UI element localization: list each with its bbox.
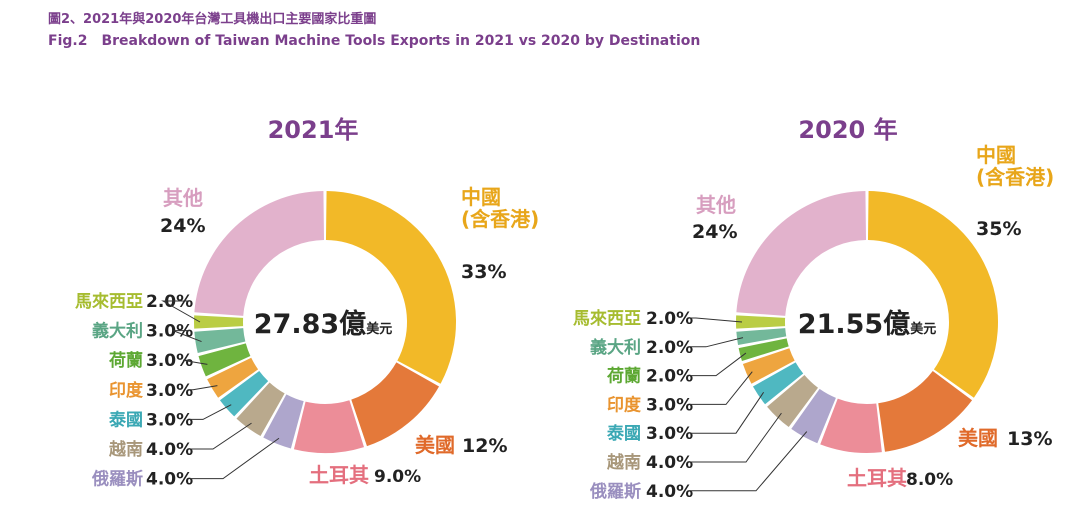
slice-義大利 <box>194 328 246 354</box>
leader-line-俄羅斯 <box>190 437 280 480</box>
label-name-印度: 印度 <box>607 394 642 415</box>
label-name-越南: 越南 <box>108 439 143 460</box>
label-pct-其他: 24% <box>692 221 737 243</box>
slice-其他 <box>194 191 325 316</box>
label-pct-俄羅斯: 4.0% <box>646 482 693 502</box>
label-pct-俄羅斯: 4.0% <box>146 470 193 490</box>
slice-美國 <box>878 370 973 452</box>
label-name-sub-中國(含香港): (含香港) <box>461 207 539 231</box>
label-name-美國: 美國 <box>958 426 998 450</box>
donut-chart-1: 2020 年 21.55億美元 中國(含香港) 35% 美國 13% 土耳其 8.0% 俄羅斯 4… <box>573 116 1054 502</box>
leader-line-義大利 <box>172 330 202 343</box>
label-name-俄羅斯: 俄羅斯 <box>589 481 641 502</box>
leader-line-馬來西亞 <box>690 317 743 323</box>
leader-line-俄羅斯 <box>690 431 808 492</box>
leader-line-泰國 <box>190 404 232 420</box>
slice-土耳其 <box>293 400 364 453</box>
leader-line-印度 <box>690 371 753 405</box>
label-pct-越南: 4.0% <box>146 440 193 460</box>
slice-泰國 <box>219 370 269 417</box>
slice-印度 <box>207 357 259 398</box>
slice-俄羅斯 <box>263 394 304 449</box>
slice-馬來西亞 <box>194 315 244 329</box>
leader-line-義大利 <box>690 337 744 348</box>
label-name-土耳其: 土耳其 <box>309 463 369 487</box>
label-name-荷蘭: 荷蘭 <box>607 366 641 387</box>
label-pct-泰國: 3.0% <box>146 410 193 430</box>
total-value: 21.55億美元 <box>798 309 936 340</box>
leader-line-越南 <box>690 412 782 463</box>
label-pct-印度: 3.0% <box>646 395 693 415</box>
donut-chart-0: 2021年 27.83億美元 中國(含香港) 33% 美國 12% 土耳其 9.0% 俄羅斯 4.… <box>75 116 539 490</box>
slice-土耳其 <box>820 398 882 454</box>
label-pct-泰國: 3.0% <box>646 424 693 444</box>
label-name-荷蘭: 荷蘭 <box>109 350 143 371</box>
slice-荷蘭 <box>198 343 251 377</box>
slice-印度 <box>742 348 795 384</box>
slice-義大利 <box>736 328 787 346</box>
label-pct-印度: 3.0% <box>146 381 193 401</box>
label-name-義大利: 義大利 <box>590 337 641 358</box>
label-pct-馬來西亞: 2.0% <box>646 309 693 329</box>
leader-line-印度 <box>190 385 218 391</box>
label-pct-美國: 13% <box>1007 428 1052 450</box>
label-name-馬來西亞: 馬來西亞 <box>75 292 143 312</box>
label-name-土耳其: 土耳其 <box>847 466 907 490</box>
label-pct-荷蘭: 3.0% <box>146 351 193 371</box>
label-pct-土耳其: 8.0% <box>906 470 953 490</box>
label-name-sub-中國(含香港): (含香港) <box>976 165 1054 189</box>
slice-荷蘭 <box>738 338 789 361</box>
label-pct-其他: 24% <box>160 215 205 237</box>
label-name-其他: 其他 <box>163 186 203 210</box>
slice-泰國 <box>752 362 804 405</box>
slice-越南 <box>236 382 285 437</box>
leader-line-馬來西亞 <box>161 300 201 323</box>
label-name-馬來西亞: 馬來西亞 <box>573 309 641 329</box>
label-pct-荷蘭: 2.0% <box>646 367 693 387</box>
label-pct-義大利: 3.0% <box>146 322 193 342</box>
label-pct-土耳其: 9.0% <box>374 467 421 487</box>
leader-line-越南 <box>190 422 252 450</box>
total-value: 27.83億美元 <box>254 309 392 340</box>
slice-俄羅斯 <box>791 388 836 444</box>
chart-title: 2020 年 <box>798 116 897 144</box>
label-name-義大利: 義大利 <box>92 321 143 342</box>
label-name-泰國: 泰國 <box>607 423 641 444</box>
slice-美國 <box>351 362 440 447</box>
slice-越南 <box>767 375 819 428</box>
leader-line-泰國 <box>690 391 765 434</box>
label-name-印度: 印度 <box>109 380 144 401</box>
figure-title-english: Fig.2 Breakdown of Taiwan Machine Tools … <box>48 33 701 49</box>
label-pct-越南: 4.0% <box>646 453 693 473</box>
leader-line-荷蘭 <box>182 359 208 365</box>
label-name-越南: 越南 <box>606 452 641 473</box>
label-pct-義大利: 2.0% <box>646 338 693 358</box>
label-pct-中國(含香港): 35% <box>976 218 1021 240</box>
slice-中國(含香港) <box>325 191 456 384</box>
label-pct-馬來西亞: 2.0% <box>146 292 193 312</box>
slice-其他 <box>736 191 867 316</box>
label-name-美國: 美國 <box>415 433 455 457</box>
slice-馬來西亞 <box>736 315 786 329</box>
label-name-泰國: 泰國 <box>109 409 143 430</box>
label-name-中國(含香港): 中國 <box>976 143 1016 167</box>
leader-line-荷蘭 <box>690 352 747 377</box>
label-name-中國(含香港): 中國 <box>461 185 501 209</box>
figure-title-chinese: 圖2、2021年與2020年台灣工具機出口主要國家比重圖 <box>48 12 377 27</box>
label-name-俄羅斯: 俄羅斯 <box>91 469 143 490</box>
chart-title: 2021年 <box>268 116 359 144</box>
label-pct-美國: 12% <box>462 435 507 457</box>
label-pct-中國(含香港): 33% <box>461 261 506 283</box>
label-name-其他: 其他 <box>696 193 736 217</box>
slice-中國(含香港) <box>867 191 998 398</box>
